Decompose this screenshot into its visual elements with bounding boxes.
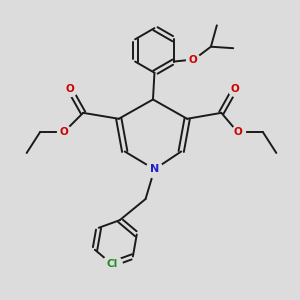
- Text: O: O: [189, 55, 197, 65]
- Text: N: N: [150, 164, 159, 174]
- Text: O: O: [65, 84, 74, 94]
- Text: O: O: [59, 127, 68, 137]
- Text: O: O: [230, 84, 239, 94]
- Text: O: O: [233, 127, 242, 137]
- Text: Cl: Cl: [106, 259, 118, 269]
